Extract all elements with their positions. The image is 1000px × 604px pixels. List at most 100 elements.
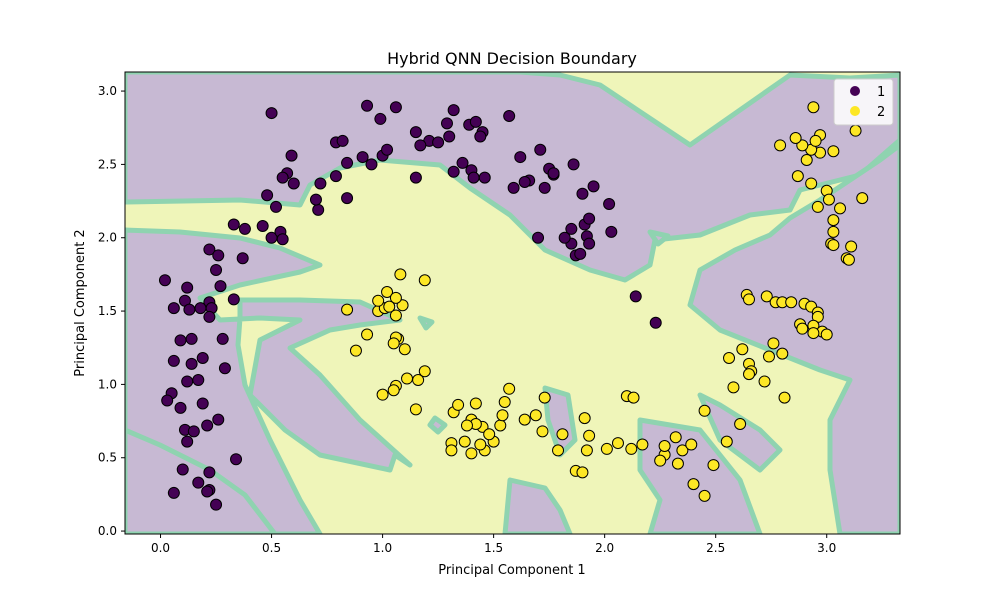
point-class-2 bbox=[736, 343, 749, 356]
point-class-1 bbox=[181, 375, 194, 388]
point-class-1 bbox=[532, 231, 545, 244]
plot-frame bbox=[124, 71, 901, 535]
point-class-2 bbox=[707, 459, 720, 472]
point-class-1 bbox=[629, 290, 642, 303]
point-class-2 bbox=[727, 381, 740, 394]
legend-box bbox=[833, 78, 894, 126]
point-class-2 bbox=[552, 444, 565, 457]
point-class-2 bbox=[820, 328, 833, 341]
point-class-2 bbox=[401, 372, 414, 385]
point-class-2 bbox=[827, 225, 840, 238]
point-class-1 bbox=[210, 498, 223, 511]
point-class-2 bbox=[627, 391, 640, 404]
point-class-2 bbox=[372, 294, 385, 307]
point-class-1 bbox=[440, 117, 453, 130]
point-class-1 bbox=[227, 218, 240, 231]
point-class-1 bbox=[336, 134, 349, 147]
point-class-2 bbox=[398, 343, 411, 356]
point-class-1 bbox=[261, 189, 274, 202]
point-class-1 bbox=[187, 425, 200, 438]
point-class-1 bbox=[185, 332, 198, 345]
point-class-2 bbox=[503, 382, 516, 395]
point-class-1 bbox=[276, 233, 289, 246]
point-class-2 bbox=[698, 404, 711, 417]
point-class-1 bbox=[341, 156, 354, 169]
point-class-2 bbox=[796, 139, 809, 152]
point-class-1 bbox=[518, 176, 531, 188]
legend: 1 2 bbox=[833, 78, 894, 126]
point-class-1 bbox=[196, 352, 209, 364]
point-class-2 bbox=[809, 134, 822, 147]
point-class-2 bbox=[445, 444, 458, 457]
point-class-2 bbox=[583, 429, 596, 442]
point-class-2 bbox=[685, 438, 698, 451]
point-class-2 bbox=[394, 268, 407, 281]
point-class-2 bbox=[341, 303, 354, 316]
point-class-1 bbox=[181, 281, 194, 294]
point-class-1 bbox=[287, 177, 300, 190]
point-class-2 bbox=[389, 291, 402, 304]
point-class-2 bbox=[611, 437, 624, 450]
x-tick-label: 2.5 bbox=[706, 541, 725, 555]
point-class-1 bbox=[201, 485, 214, 498]
point-class-2 bbox=[452, 398, 465, 411]
x-tick-label: 1.0 bbox=[373, 541, 392, 555]
point-class-2 bbox=[376, 388, 389, 401]
y-axis-label: Principal Component 2 bbox=[73, 229, 88, 376]
point-class-2 bbox=[805, 177, 818, 190]
point-class-1 bbox=[227, 293, 240, 306]
point-class-2 bbox=[778, 391, 791, 404]
point-class-2 bbox=[774, 139, 787, 152]
legend-label-2: 2 bbox=[877, 105, 885, 120]
point-class-2 bbox=[418, 274, 431, 287]
point-class-1 bbox=[214, 280, 227, 293]
point-class-2 bbox=[785, 296, 798, 309]
x-tick-label: 3.0 bbox=[817, 541, 836, 555]
point-class-1 bbox=[583, 237, 596, 250]
point-class-2 bbox=[383, 300, 396, 313]
point-class-1 bbox=[167, 302, 180, 315]
point-class-2 bbox=[349, 344, 362, 357]
point-class-1 bbox=[409, 126, 422, 139]
point-class-2 bbox=[687, 478, 700, 491]
point-class-2 bbox=[762, 350, 775, 363]
point-class-1 bbox=[210, 264, 223, 276]
point-class-2 bbox=[580, 444, 593, 457]
point-class-1 bbox=[196, 397, 209, 410]
point-class-1 bbox=[361, 99, 374, 112]
point-class-2 bbox=[654, 454, 667, 467]
point-class-1 bbox=[507, 181, 520, 194]
point-class-1 bbox=[285, 149, 298, 162]
point-class-1 bbox=[389, 101, 402, 114]
point-class-1 bbox=[447, 104, 460, 117]
point-class-2 bbox=[578, 412, 591, 425]
point-class-2 bbox=[418, 365, 431, 378]
point-class-1 bbox=[236, 252, 249, 265]
point-class-2 bbox=[361, 328, 374, 341]
point-class-2 bbox=[800, 154, 813, 166]
point-class-2 bbox=[658, 440, 671, 452]
point-class-2 bbox=[536, 425, 549, 438]
point-class-2 bbox=[698, 489, 711, 502]
point-class-2 bbox=[387, 384, 400, 397]
y-tick-label: 1.5 bbox=[98, 304, 117, 318]
x-tick-label: 0.0 bbox=[151, 541, 170, 555]
point-class-1 bbox=[432, 136, 445, 149]
point-class-2 bbox=[498, 396, 511, 408]
region-class-1-island5 bbox=[647, 229, 671, 247]
point-class-2 bbox=[734, 418, 747, 430]
y-tick-label: 2.5 bbox=[98, 157, 117, 171]
point-class-1 bbox=[534, 143, 547, 156]
region-class-1-lowmid bbox=[502, 477, 573, 534]
point-class-2 bbox=[827, 214, 840, 227]
point-class-1 bbox=[174, 401, 187, 414]
point-class-1 bbox=[312, 203, 325, 216]
x-tick-label: 1.5 bbox=[484, 541, 503, 555]
point-class-1 bbox=[565, 222, 578, 235]
point-class-1 bbox=[329, 170, 342, 183]
point-class-2 bbox=[465, 447, 478, 460]
point-class-1 bbox=[176, 463, 189, 476]
point-class-1 bbox=[381, 143, 394, 156]
point-class-2 bbox=[845, 240, 858, 253]
